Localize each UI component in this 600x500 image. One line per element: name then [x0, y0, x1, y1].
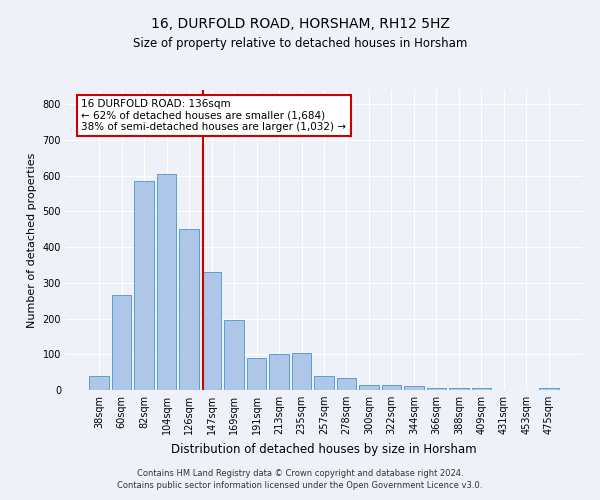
Bar — [359, 384, 379, 390]
Bar — [134, 181, 154, 390]
Bar — [337, 378, 356, 390]
Bar — [224, 320, 244, 390]
Bar — [427, 388, 446, 390]
Text: 16, DURFOLD ROAD, HORSHAM, RH12 5HZ: 16, DURFOLD ROAD, HORSHAM, RH12 5HZ — [151, 18, 449, 32]
Bar — [157, 174, 176, 390]
Bar — [314, 376, 334, 390]
Bar — [247, 358, 266, 390]
Y-axis label: Number of detached properties: Number of detached properties — [27, 152, 37, 328]
Bar — [269, 354, 289, 390]
Bar — [202, 272, 221, 390]
Text: Size of property relative to detached houses in Horsham: Size of property relative to detached ho… — [133, 38, 467, 51]
Bar — [112, 296, 131, 390]
Bar — [292, 352, 311, 390]
Bar — [382, 384, 401, 390]
Bar — [179, 230, 199, 390]
Bar — [404, 386, 424, 390]
Text: Contains public sector information licensed under the Open Government Licence v3: Contains public sector information licen… — [118, 481, 482, 490]
Bar — [539, 388, 559, 390]
Text: 16 DURFOLD ROAD: 136sqm
← 62% of detached houses are smaller (1,684)
38% of semi: 16 DURFOLD ROAD: 136sqm ← 62% of detache… — [82, 99, 346, 132]
X-axis label: Distribution of detached houses by size in Horsham: Distribution of detached houses by size … — [171, 442, 477, 456]
Bar — [89, 376, 109, 390]
Bar — [472, 388, 491, 390]
Text: Contains HM Land Registry data © Crown copyright and database right 2024.: Contains HM Land Registry data © Crown c… — [137, 468, 463, 477]
Bar — [449, 388, 469, 390]
